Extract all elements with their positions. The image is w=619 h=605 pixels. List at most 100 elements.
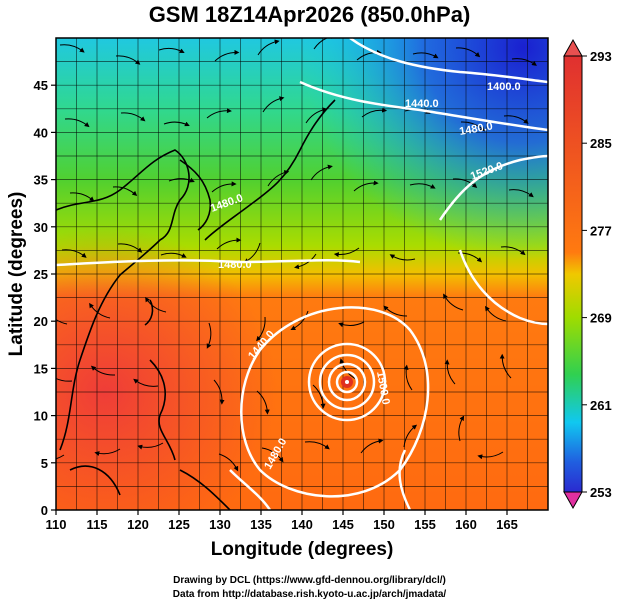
streamline	[338, 321, 365, 328]
streamline	[360, 438, 384, 454]
streamline	[133, 378, 159, 387]
x-tick-label: 145	[332, 517, 354, 532]
streamline	[256, 390, 270, 415]
streamline	[206, 108, 232, 119]
streamline	[69, 192, 95, 202]
coast-asia	[56, 149, 190, 451]
contour-label: 1480.0	[458, 120, 493, 138]
y-tick-label: 20	[34, 314, 48, 329]
x-tick-label: 125	[168, 517, 190, 532]
streamline	[508, 189, 534, 198]
coast-philippines	[149, 359, 176, 461]
streamline	[56, 377, 73, 382]
streamline	[211, 181, 237, 193]
colorbar-tick-label: 269	[590, 311, 612, 326]
colorbar-top-arrow	[563, 38, 583, 57]
colorbar: 293 285 277 269 261 253	[563, 38, 612, 510]
x-tick-label: 120	[127, 517, 149, 532]
streamline	[499, 353, 512, 379]
y-axis-label: Latitude (degrees)	[6, 192, 27, 357]
streamline	[455, 47, 481, 58]
contour-1440-east	[398, 449, 412, 510]
y-tick-label: 10	[34, 409, 48, 424]
x-axis-label: Longitude (degrees)	[211, 539, 394, 560]
x-tick-label: 140	[291, 517, 313, 532]
streamline	[145, 296, 167, 313]
streamline	[257, 39, 280, 56]
coast-borneo	[69, 465, 231, 510]
plot-area: 1400.0 1440.0 1480.0 1520.0 1480.0 1440.…	[56, 38, 548, 510]
contour-1480-north	[438, 154, 548, 221]
streamline	[216, 237, 242, 250]
grid-lines	[56, 38, 548, 510]
contour-label: 1400.0	[487, 81, 521, 93]
streamline	[477, 451, 504, 460]
streamline	[115, 55, 141, 65]
cyclone-ring-4	[335, 370, 359, 394]
streamline	[460, 121, 486, 132]
streamline	[333, 247, 360, 258]
map-title: GSM 18Z14Apr2026 (850.0hPa)	[148, 2, 471, 27]
streamline	[214, 49, 240, 62]
y-tick-label: 45	[34, 78, 48, 93]
streamline	[294, 253, 317, 270]
streamline	[163, 121, 190, 127]
streamline	[312, 384, 326, 409]
streamline	[256, 316, 266, 342]
x-tick-label: 155	[414, 517, 436, 532]
data-credit: Data from http://database.rish.kyoto-u.a…	[172, 589, 447, 600]
contour-1400	[349, 38, 548, 84]
contour-south-west	[229, 469, 272, 510]
streamline	[120, 112, 146, 122]
x-tick-label: 135	[250, 517, 272, 532]
streamline	[383, 305, 408, 317]
coast-korea	[179, 159, 212, 231]
streamline	[444, 359, 456, 385]
streamline	[452, 178, 478, 189]
cyclone-eye	[345, 380, 349, 384]
streamline	[94, 448, 121, 456]
colorbar-tick-label: 261	[590, 398, 612, 413]
streamline	[160, 252, 187, 258]
streamline	[484, 305, 507, 322]
streamline	[310, 164, 333, 181]
coastlines	[56, 99, 336, 510]
colorbar-tick-label: 253	[590, 485, 612, 500]
contour-1440	[299, 80, 548, 132]
colorbar-tick-label: 285	[590, 136, 612, 151]
streamline	[64, 118, 90, 128]
x-tick-label: 110	[46, 517, 67, 532]
streamline	[168, 177, 195, 183]
y-tick-label: 25	[34, 267, 48, 282]
colorbar-ticks: 293 285 277 269 261 253	[582, 49, 612, 500]
cyclone-ring-1	[307, 342, 387, 422]
streamline	[56, 454, 65, 460]
streamline	[305, 107, 328, 124]
streamline	[500, 246, 526, 256]
colorbar-bottom-arrow	[563, 491, 583, 510]
streamline	[353, 180, 379, 192]
streamline	[59, 44, 85, 53]
y-tick-label: 40	[34, 125, 48, 140]
x-tick-label: 165	[496, 517, 518, 532]
streamline	[389, 254, 416, 261]
streamlines	[56, 38, 537, 472]
streamline	[158, 47, 185, 54]
streamline	[503, 115, 529, 124]
streamline	[112, 186, 138, 197]
streamline	[261, 447, 284, 463]
y-tick-label: 30	[34, 220, 48, 235]
y-tick-label: 35	[34, 173, 48, 188]
contour-label: 1440.0	[405, 98, 439, 110]
x-tick-label: 130	[209, 517, 231, 532]
y-tick-label: 5	[41, 456, 48, 471]
y-tick-label: 0	[41, 503, 48, 518]
streamline	[262, 96, 285, 113]
y-tick-label: 15	[34, 361, 48, 376]
colorbar-tick-label: 277	[590, 223, 612, 238]
contour-1480-mid	[56, 258, 361, 267]
x-tick-label: 160	[455, 517, 477, 532]
streamline	[511, 58, 537, 66]
contour-label: 1500.0	[374, 370, 392, 405]
